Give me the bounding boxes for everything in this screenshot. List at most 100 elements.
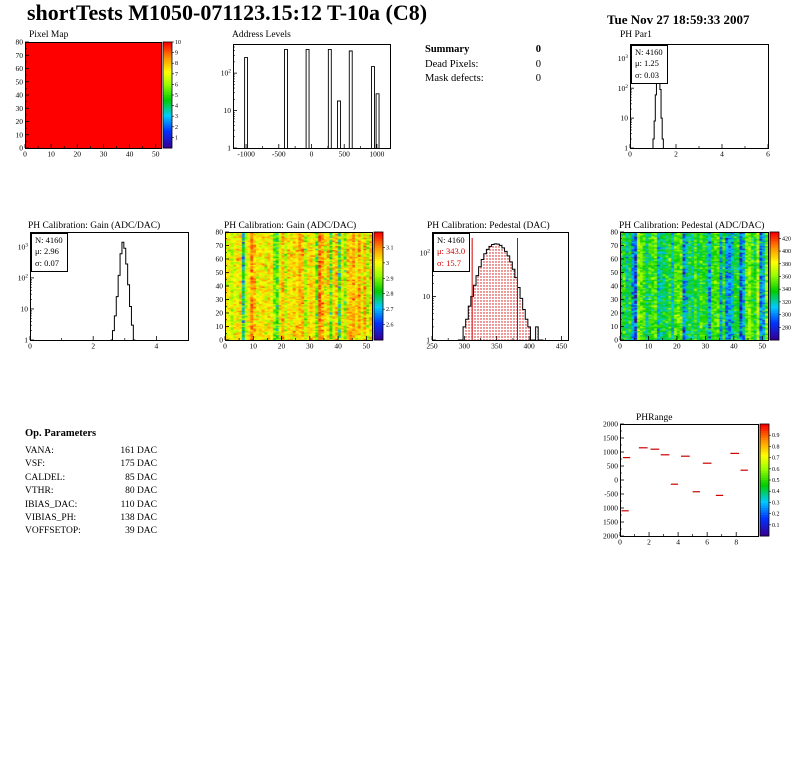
svg-text:-500: -500: [272, 150, 286, 159]
svg-text:1: 1: [624, 144, 628, 153]
svg-text:0: 0: [618, 538, 622, 547]
svg-text:0: 0: [28, 342, 32, 351]
svg-text:20: 20: [216, 309, 224, 318]
svg-text:102: 102: [221, 69, 232, 78]
svg-text:420: 420: [782, 236, 791, 242]
svg-text:0.8: 0.8: [772, 444, 780, 450]
svg-text:280: 280: [782, 325, 791, 331]
op-parameter-label: VANA:: [25, 446, 54, 456]
svg-text:1000: 1000: [603, 448, 618, 457]
summary-header: Summary 0: [425, 43, 541, 57]
svg-text:50: 50: [363, 342, 371, 351]
svg-text:500: 500: [607, 462, 619, 471]
svg-text:20: 20: [74, 150, 82, 159]
svg-text:3: 3: [386, 261, 389, 267]
svg-text:400: 400: [782, 249, 791, 255]
svg-text:102: 102: [18, 273, 29, 282]
svg-text:380: 380: [782, 262, 791, 268]
svg-text:0: 0: [219, 336, 223, 345]
svg-text:2: 2: [175, 125, 178, 131]
stats-line-n: N: 4160: [35, 235, 63, 245]
svg-text:30: 30: [100, 150, 108, 159]
ph-par1-stats-box: N: 4160 μ: 1.25 σ: 0.03: [631, 45, 668, 85]
op-parameter-value: 80 DAC: [125, 486, 157, 497]
svg-text:70: 70: [216, 241, 224, 250]
report-timestamp: Tue Nov 27 18:59:33 2007: [607, 12, 750, 27]
svg-text:10: 10: [216, 322, 224, 331]
stats-line-mu: μ: 2.96: [35, 246, 59, 257]
op-parameter-row-vana: VANA: 161 DAC: [25, 445, 157, 458]
op-parameter-row-voffsetop: VOFFSETOP: 39 DAC: [25, 525, 157, 538]
ph-par1-title: PH Par1: [620, 30, 652, 40]
svg-text:10: 10: [175, 40, 181, 46]
svg-text:1: 1: [426, 336, 430, 345]
svg-text:7: 7: [175, 72, 178, 78]
svg-text:0.7: 0.7: [772, 456, 780, 462]
pedestal-hist-stats-box: N: 4160 μ: 343.0 σ: 15.7: [433, 233, 471, 273]
svg-text:250: 250: [426, 342, 438, 351]
op-parameter-value: 85 DAC: [125, 472, 157, 483]
svg-text:0: 0: [618, 342, 622, 351]
op-parameter-value: 138 DAC: [120, 513, 157, 524]
summary-row-label: Mask defects:: [425, 73, 484, 84]
svg-text:1: 1: [227, 144, 231, 153]
svg-text:2.6: 2.6: [386, 323, 394, 329]
summary-title: Summary: [425, 44, 470, 55]
svg-text:1: 1: [24, 336, 28, 345]
svg-text:500: 500: [339, 150, 351, 159]
svg-text:0.9: 0.9: [772, 433, 780, 439]
svg-text:20: 20: [16, 117, 24, 126]
svg-text:2.9: 2.9: [386, 276, 394, 282]
svg-text:30: 30: [306, 342, 314, 351]
svg-text:40: 40: [730, 342, 738, 351]
svg-text:10: 10: [21, 305, 29, 314]
svg-text:0: 0: [614, 476, 618, 485]
svg-text:360: 360: [782, 274, 791, 280]
svg-text:1000: 1000: [603, 504, 618, 513]
svg-text:6: 6: [175, 82, 178, 88]
op-parameter-row-vsf: VSF: 175 DAC: [25, 458, 157, 471]
svg-text:10: 10: [645, 342, 653, 351]
stats-line-sigma: σ: 0.07: [35, 257, 59, 268]
svg-text:50: 50: [16, 77, 24, 86]
svg-text:4: 4: [676, 538, 680, 547]
svg-text:80: 80: [611, 228, 619, 237]
stats-line-mu: μ: 1.25: [635, 58, 659, 69]
svg-text:5: 5: [175, 93, 178, 99]
svg-text:60: 60: [216, 255, 224, 264]
svg-text:103: 103: [18, 242, 29, 251]
svg-text:0.1: 0.1: [772, 523, 780, 529]
svg-text:50: 50: [216, 268, 224, 277]
svg-text:2000: 2000: [603, 532, 618, 541]
svg-text:2: 2: [91, 342, 95, 351]
svg-text:1: 1: [175, 135, 178, 141]
svg-text:10: 10: [224, 106, 232, 115]
op-parameter-label: VIBIAS_PH:: [25, 513, 77, 524]
svg-text:300: 300: [459, 342, 471, 351]
svg-text:0.3: 0.3: [772, 500, 780, 506]
svg-text:10: 10: [621, 114, 629, 123]
svg-text:3.1: 3.1: [386, 245, 394, 251]
svg-text:450: 450: [556, 342, 568, 351]
svg-text:2000: 2000: [603, 420, 618, 429]
svg-text:400: 400: [524, 342, 536, 351]
stats-line-mu: μ: 343.0: [437, 246, 466, 257]
svg-text:30: 30: [216, 295, 224, 304]
svg-text:80: 80: [16, 38, 24, 47]
svg-text:103: 103: [618, 54, 629, 63]
svg-text:1500: 1500: [603, 518, 618, 527]
svg-text:10: 10: [250, 342, 258, 351]
svg-text:30: 30: [611, 295, 619, 304]
svg-text:20: 20: [673, 342, 681, 351]
op-parameter-value: 110 DAC: [120, 499, 157, 510]
svg-text:0.6: 0.6: [772, 467, 780, 473]
svg-text:350: 350: [491, 342, 503, 351]
svg-text:40: 40: [216, 282, 224, 291]
pedestal-map-title: PH Calibration: Pedestal (ADC/DAC): [619, 221, 765, 231]
address-levels-title: Address Levels: [232, 30, 291, 40]
svg-text:30: 30: [702, 342, 710, 351]
svg-text:50: 50: [759, 342, 767, 351]
svg-text:40: 40: [126, 150, 134, 159]
svg-text:-500: -500: [604, 490, 618, 499]
